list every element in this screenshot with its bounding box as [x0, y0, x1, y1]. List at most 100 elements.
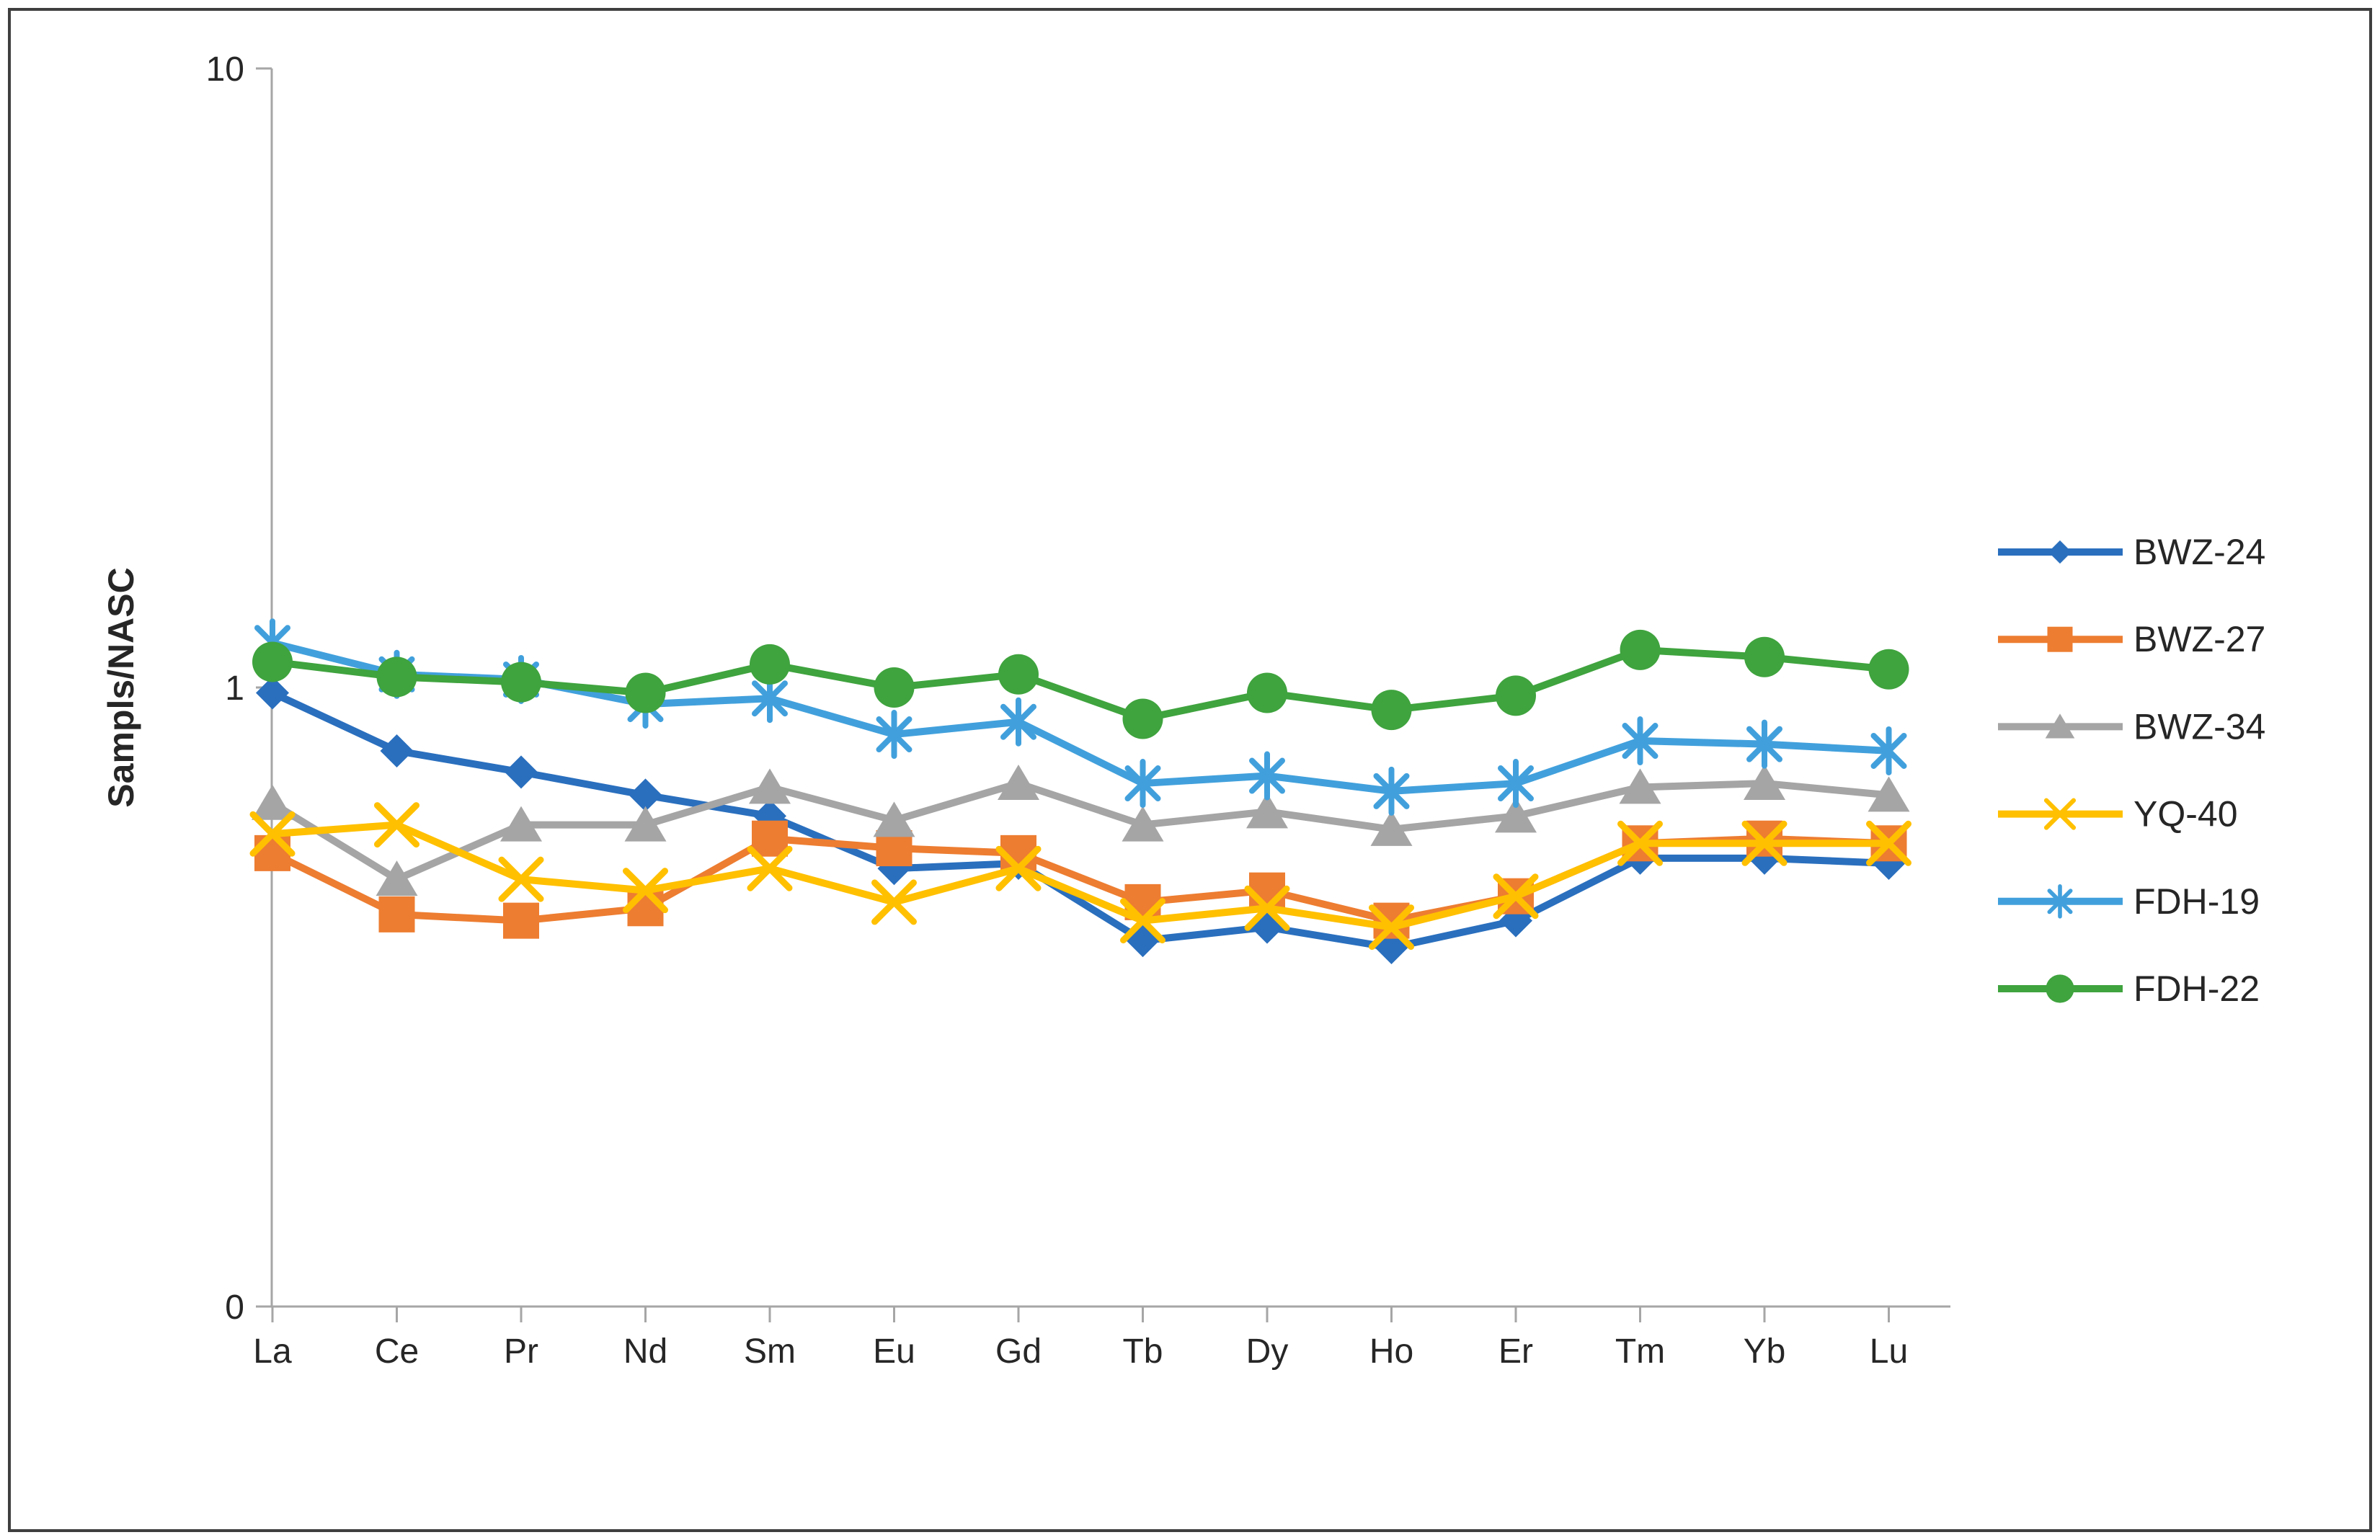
legend-marker-BWZ-27 [2047, 626, 2073, 652]
marker-FDH-19-Tb [1124, 759, 1161, 809]
marker-BWZ-24-Nd [629, 778, 662, 812]
series-line-YQ-40 [269, 821, 1893, 931]
marker-YQ-40-Eu [871, 879, 917, 925]
legend-marker-FDH-19 [2047, 884, 2073, 919]
marker-YQ-40-Tm [1617, 820, 1663, 866]
marker-BWZ-24-Pr [505, 755, 538, 789]
marker-FDH-22-Pr [501, 662, 541, 703]
marker-FDH-19-Gd [1000, 697, 1036, 747]
legend-item-BWZ-24: BWZ-24 [1998, 532, 2265, 572]
marker-YQ-40-La [249, 811, 296, 857]
x-tick-label-Nd: Nd [623, 1332, 667, 1371]
marker-BWZ-34-Tb [1122, 806, 1164, 842]
marker-BWZ-27-Yb [1746, 820, 1782, 857]
marker-YQ-40-Sm [747, 845, 793, 891]
marker-FDH-22-Lu [1868, 649, 1909, 690]
marker-YQ-40-Lu [1866, 820, 1911, 866]
legend-label-YQ-40: YQ-40 [2133, 794, 2238, 834]
marker-BWZ-34-Er [1495, 797, 1537, 833]
marker-BWZ-34-Ho [1370, 810, 1413, 846]
legend-marker-YQ-40 [2043, 798, 2077, 830]
legend-label-FDH-19: FDH-19 [2133, 881, 2260, 922]
marker-FDH-22-Eu [874, 667, 915, 708]
marker-FDH-22-Yb [1744, 636, 1785, 677]
y-tick-label-10: 10 [206, 50, 244, 89]
series-FDH-22 [252, 629, 1909, 739]
marker-YQ-40-Pr [498, 856, 544, 902]
marker-BWZ-27-Ce [378, 896, 415, 933]
marker-BWZ-34-Eu [873, 801, 915, 837]
marker-FDH-22-Gd [998, 654, 1039, 695]
marker-BWZ-34-Nd [624, 806, 667, 842]
marker-BWZ-34-Ce [376, 860, 418, 896]
x-tick-label-Pr: Pr [504, 1332, 538, 1371]
marker-BWZ-27-Dy [1249, 872, 1285, 909]
marker-FDH-22-Sm [750, 644, 790, 685]
series-BWZ-34 [252, 765, 1910, 896]
marker-FDH-22-Tm [1620, 629, 1661, 670]
x-tick-label-Ho: Ho [1369, 1332, 1413, 1371]
marker-FDH-19-Ho [1373, 766, 1410, 816]
legend-item-FDH-19: FDH-19 [1998, 881, 2260, 922]
legend-marker-BWZ-34 [2045, 713, 2075, 739]
marker-BWZ-34-Tm [1619, 768, 1661, 804]
marker-YQ-40-Ce [374, 802, 419, 848]
marker-YQ-40-Tb [1120, 898, 1165, 944]
marker-BWZ-24-La [256, 676, 289, 710]
marker-FDH-19-Er [1498, 759, 1534, 809]
legend-item-FDH-22: FDH-22 [1998, 969, 2260, 1009]
marker-FDH-19-Dy [1249, 751, 1285, 801]
marker-BWZ-27-La [254, 834, 290, 871]
marker-YQ-40-Ho [1369, 904, 1414, 951]
legend: BWZ-24 BWZ-27 BWZ-34 YQ-40 FDH-19 FDH-22 [1998, 532, 2265, 1009]
marker-FDH-22-Er [1496, 675, 1536, 716]
x-tick-label-Tb: Tb [1122, 1332, 1163, 1371]
marker-BWZ-34-La [252, 784, 293, 820]
marker-BWZ-34-Dy [1246, 793, 1288, 829]
marker-FDH-19-Eu [876, 710, 913, 760]
marker-BWZ-27-Sm [752, 820, 788, 857]
marker-BWZ-34-Gd [998, 765, 1039, 801]
y-axis-title: Sampls/NASC [101, 567, 141, 807]
marker-FDH-22-Nd [625, 672, 666, 713]
x-tick-label-Lu: Lu [1870, 1332, 1908, 1371]
marker-FDH-22-Tb [1122, 698, 1163, 739]
series-line-BWZ-24 [269, 689, 1893, 951]
x-tick-label-Dy: Dy [1246, 1332, 1289, 1371]
legend-marker-FDH-22 [2046, 974, 2074, 1003]
marker-YQ-40-Gd [995, 845, 1042, 891]
legend-item-BWZ-34: BWZ-34 [1998, 706, 2265, 747]
marker-FDH-22-Ho [1371, 690, 1412, 731]
series-YQ-40 [249, 802, 1911, 951]
x-tick-label-La: La [253, 1332, 292, 1371]
marker-YQ-40-Yb [1741, 820, 1788, 866]
marker-FDH-19-Yb [1746, 719, 1782, 769]
x-tick-label-Sm: Sm [744, 1332, 796, 1371]
marker-FDH-22-Dy [1247, 672, 1287, 713]
marker-YQ-40-Dy [1244, 885, 1290, 931]
marker-BWZ-34-Yb [1744, 765, 1785, 801]
marker-BWZ-34-Sm [749, 768, 791, 804]
legend-label-BWZ-27: BWZ-27 [2133, 619, 2265, 659]
x-tick-label-Tm: Tm [1615, 1332, 1665, 1371]
series-line-BWZ-34 [269, 780, 1893, 884]
marker-FDH-19-Lu [1870, 726, 1907, 775]
marker-FDH-22-La [252, 641, 293, 682]
marker-BWZ-34-Lu [1868, 776, 1910, 812]
x-tick-label-Ce: Ce [375, 1332, 419, 1371]
legend-item-BWZ-27: BWZ-27 [1998, 619, 2265, 659]
marker-BWZ-34-Pr [500, 806, 542, 842]
legend-marker-BWZ-24 [2048, 540, 2072, 564]
series-line-FDH-22 [269, 646, 1893, 723]
marker-BWZ-27-Pr [503, 902, 539, 939]
marker-FDH-19-Tm [1622, 716, 1659, 766]
x-tick-label-Gd: Gd [995, 1332, 1042, 1371]
x-tick-label-Er: Er [1498, 1332, 1533, 1371]
legend-label-FDH-22: FDH-22 [2133, 969, 2260, 1009]
x-tick-label-Yb: Yb [1744, 1332, 1786, 1371]
marker-YQ-40-Nd [623, 868, 668, 914]
y-tick-label-0: 0 [225, 1288, 244, 1327]
marker-FDH-22-Ce [376, 656, 417, 698]
